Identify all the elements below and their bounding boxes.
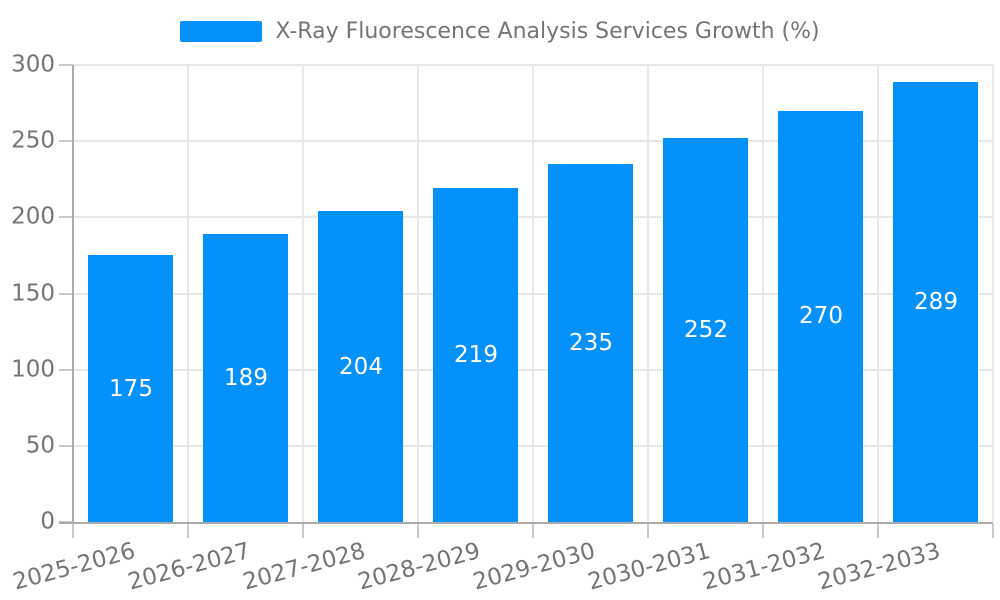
y-axis-tick-label: 0 (40, 508, 55, 535)
y-axis-tick-label: 150 (11, 280, 55, 307)
x-axis-tick-label: 2025-2026 (9, 538, 138, 596)
x-axis-tick-label: 2030-2031 (584, 538, 713, 596)
legend[interactable]: X-Ray Fluorescence Analysis Services Gro… (0, 19, 1000, 44)
x-axis-tick (72, 524, 74, 538)
bar[interactable] (778, 111, 863, 522)
x-axis-tick (187, 524, 189, 538)
y-axis-tick-label: 100 (11, 356, 55, 383)
x-axis-tick (302, 524, 304, 538)
y-axis-tick (59, 293, 73, 295)
gridline-vertical (302, 65, 304, 522)
x-axis-tick-label: 2031-2032 (699, 538, 828, 596)
bar[interactable] (548, 164, 633, 522)
x-axis-tick-label: 2032-2033 (814, 538, 943, 596)
gridline-vertical (647, 65, 649, 522)
bar-value-label: 189 (224, 365, 268, 391)
x-axis-tick (877, 524, 879, 538)
gridline-vertical (877, 65, 879, 522)
gridline-vertical (187, 65, 189, 522)
y-axis-tick (59, 216, 73, 218)
y-axis-tick (59, 369, 73, 371)
bar-value-label: 252 (684, 317, 728, 343)
bar-value-label: 175 (109, 376, 153, 402)
bar[interactable] (88, 255, 173, 522)
gridline-vertical (417, 65, 419, 522)
y-axis-tick (59, 140, 73, 142)
bar[interactable] (318, 211, 403, 522)
x-axis-tick (417, 524, 419, 538)
y-axis-tick-label: 300 (11, 51, 55, 78)
y-axis-line (72, 65, 74, 522)
x-axis-tick-label: 2029-2030 (469, 538, 598, 596)
x-axis-tick (532, 524, 534, 538)
gridline-vertical (992, 65, 994, 522)
bar-value-label: 289 (914, 289, 958, 315)
bar-value-label: 270 (799, 303, 843, 329)
legend-label: X-Ray Fluorescence Analysis Services Gro… (275, 19, 820, 44)
legend-swatch (180, 21, 263, 42)
bar-value-label: 235 (569, 330, 613, 356)
bar[interactable] (203, 234, 288, 522)
y-axis-tick-label: 50 (25, 432, 55, 459)
bar[interactable] (893, 82, 978, 522)
x-axis-line (59, 522, 993, 524)
bar[interactable] (433, 188, 518, 522)
y-axis-tick (59, 445, 73, 447)
y-axis-tick-label: 200 (11, 203, 55, 230)
x-axis-tick-label: 2026-2027 (124, 538, 253, 596)
y-axis-tick (59, 64, 73, 66)
x-axis-tick (992, 524, 994, 538)
y-axis-tick-label: 250 (11, 127, 55, 154)
x-axis-tick (762, 524, 764, 538)
bar-value-label: 219 (454, 342, 498, 368)
bar-value-label: 204 (339, 354, 383, 380)
gridline-vertical (532, 65, 534, 522)
x-axis-tick-label: 2028-2029 (354, 538, 483, 596)
bar[interactable] (663, 138, 748, 522)
x-axis-tick (647, 524, 649, 538)
gridline-vertical (762, 65, 764, 522)
x-axis-tick-label: 2027-2028 (239, 538, 368, 596)
